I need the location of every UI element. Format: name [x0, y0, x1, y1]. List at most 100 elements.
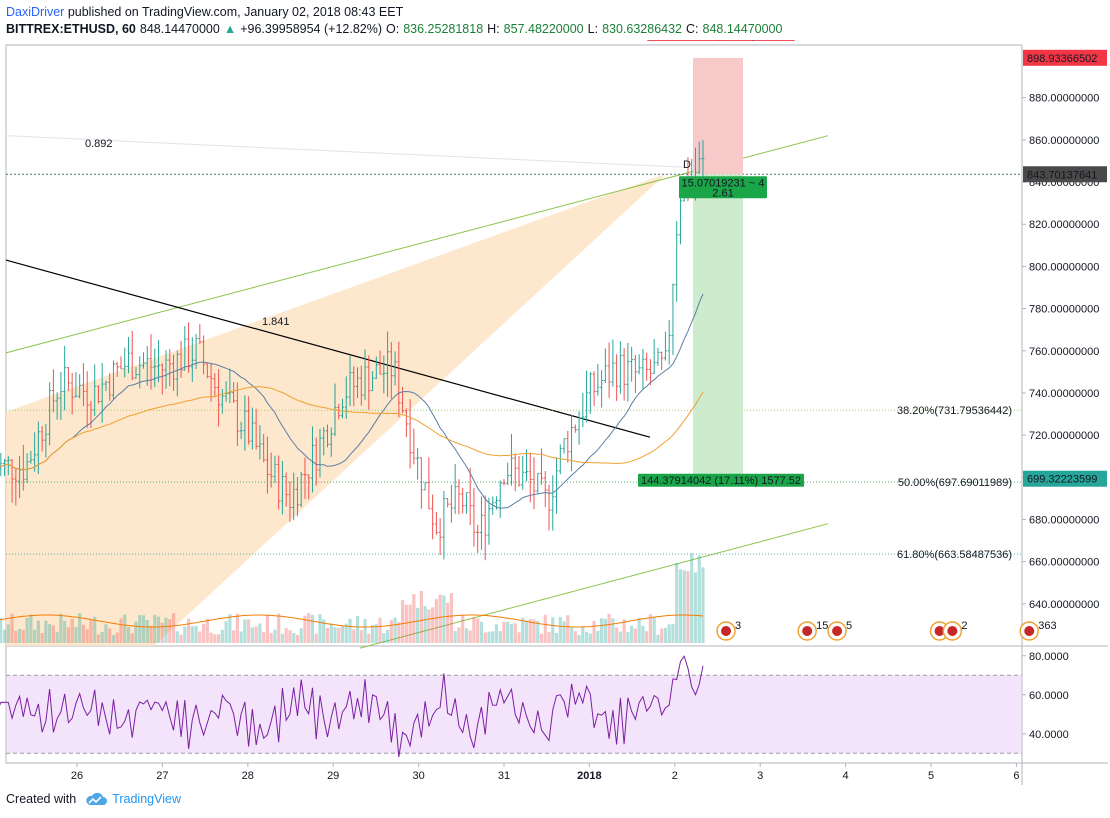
price-chart[interactable]: 38.20%(731.79536442) 50.00%(697.69011989)…	[0, 40, 1110, 785]
volume-bar	[423, 605, 427, 643]
volume-bar	[558, 617, 562, 643]
volume-bar	[239, 631, 243, 643]
price-tick-label: 780.00000000	[1029, 304, 1099, 316]
volume-bar	[667, 624, 671, 643]
volume-bar	[701, 567, 705, 643]
volume-bar	[175, 631, 179, 643]
volume-bar	[273, 629, 277, 643]
ratio-line	[5, 135, 686, 168]
trendline-upper	[5, 135, 829, 354]
rsi-tick-label: 80.0000	[1029, 651, 1069, 663]
volume-bar	[134, 621, 138, 643]
time-tick-label: 31	[498, 770, 510, 782]
volume-bar	[622, 619, 626, 643]
volume-bar	[348, 618, 352, 643]
price-tick-label: 880.00000000	[1029, 93, 1099, 105]
volume-bar	[600, 618, 604, 643]
volume-bar	[123, 614, 127, 643]
open-value: 836.25281818	[403, 22, 484, 36]
author-link[interactable]: DaxiDriver	[6, 5, 65, 19]
volume-bar	[457, 627, 461, 643]
volume-bar	[539, 633, 544, 643]
tradingview-logo[interactable]: TradingView	[84, 792, 181, 806]
volume-bar	[10, 613, 14, 643]
volume-bar	[637, 617, 641, 643]
volume-bar	[247, 619, 251, 643]
change-value: +96.39958954 (+12.82%)	[240, 22, 383, 36]
volume-bar	[382, 633, 386, 643]
volume-bar	[36, 620, 40, 643]
slow-ma-line	[0, 386, 704, 471]
volume-bar	[329, 623, 333, 643]
volume-bar	[498, 631, 502, 643]
low-label: L:	[587, 22, 599, 36]
volume-bar	[119, 618, 123, 643]
event-count: 3	[735, 620, 741, 632]
volume-bar	[678, 569, 683, 643]
volume-bar	[44, 620, 48, 643]
volume-bar	[641, 625, 645, 643]
volume-bar	[690, 553, 694, 643]
time-tick-label: 30	[412, 770, 424, 782]
volume-bar	[472, 617, 476, 643]
volume-bar	[355, 615, 360, 643]
volume-bar	[2, 629, 7, 643]
publish-line: DaxiDriver published on TradingView.com,…	[6, 4, 1106, 21]
volume-bar	[528, 619, 532, 643]
volume-bar	[611, 618, 615, 643]
time-tick-label: 29	[327, 770, 339, 782]
volume-bar	[468, 630, 472, 643]
volume-bar	[476, 618, 480, 643]
price-marker-bg	[1023, 470, 1107, 487]
event-flag-dot	[802, 626, 813, 636]
volume-bar	[633, 628, 637, 643]
point-label-d: D	[683, 159, 691, 171]
volume-bar	[108, 628, 112, 643]
volume-bar	[40, 633, 44, 643]
volume-bar	[17, 628, 22, 643]
high-value: 857.48220000	[503, 22, 584, 36]
volume-bar	[461, 614, 465, 643]
volume-bar	[584, 631, 589, 643]
volume-bar	[603, 618, 607, 643]
volume-bar	[111, 634, 116, 643]
time-tick-label: 6	[1013, 770, 1019, 782]
stop-box-text: 55.23228861 (6.55%) 779.07	[650, 40, 793, 41]
event-count: 5	[846, 620, 852, 632]
volume-bar	[299, 628, 303, 643]
price-marker-label: 843.70137641	[1027, 169, 1097, 181]
volume-bar	[697, 555, 701, 643]
event-flag-dot	[832, 626, 843, 636]
volume-bar	[228, 614, 232, 643]
volume-bar	[78, 613, 82, 643]
volume-bar	[671, 624, 675, 643]
volume-bar	[33, 629, 37, 643]
target-box-bg	[638, 473, 804, 487]
volume-bar	[235, 613, 239, 643]
volume-bar	[566, 615, 570, 643]
published-text: published on TradingView.com, January 02…	[67, 5, 404, 19]
volume-bar	[59, 613, 63, 643]
volume-bar	[675, 563, 679, 643]
time-tick-label: 27	[156, 770, 168, 782]
volume-bar	[100, 631, 104, 643]
rr-box-text: 2.61	[712, 187, 733, 199]
volume-bar	[652, 616, 656, 643]
volume-bar	[645, 631, 649, 643]
volume-bar	[442, 595, 446, 643]
volume-bar	[344, 623, 348, 643]
volume-bar	[25, 617, 29, 643]
last-price: 848.14470000	[139, 22, 220, 36]
ratio-label-0892: 0.892	[85, 138, 113, 150]
volume-bar	[491, 631, 495, 643]
volume-bar	[408, 604, 412, 643]
rsi-band	[7, 675, 1021, 754]
volume-bar	[220, 629, 224, 643]
volume-bar	[171, 613, 176, 643]
volume-bar	[303, 615, 307, 643]
volume-bar	[569, 627, 574, 643]
volume-bar	[626, 632, 630, 643]
volume-bar	[577, 634, 581, 643]
volume-bar	[288, 630, 292, 643]
volume-bar	[340, 625, 345, 643]
